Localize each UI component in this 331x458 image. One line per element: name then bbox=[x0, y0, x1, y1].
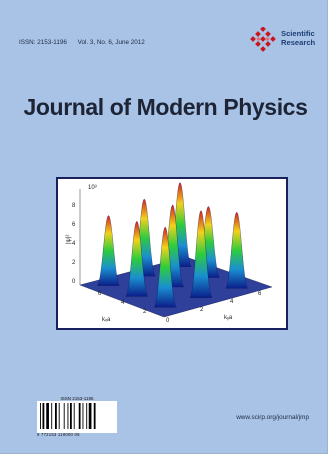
barcode-bar bbox=[55, 403, 57, 429]
scientific-research-logo-icon bbox=[250, 27, 276, 52]
x-tick-0: 6 bbox=[98, 291, 102, 297]
surface-peak bbox=[153, 227, 177, 308]
barcode-bar bbox=[73, 403, 75, 429]
issn-volume-line: ISSN: 2153-1196 Vol. 3, No. 6, June 2012 bbox=[19, 39, 154, 46]
z-tick-3: 2 bbox=[72, 260, 76, 266]
cover-figure: 10³ |ψ|² 8 6 4 2 0 6 4 2 0 2 4 6 kₓa kᵧa bbox=[56, 177, 288, 330]
y-axis-label: kᵧa bbox=[224, 315, 233, 321]
journal-title: Journal of Modern Physics bbox=[23, 94, 308, 120]
barcode-bar bbox=[78, 403, 81, 429]
z-tick-4: 0 bbox=[72, 279, 76, 285]
publisher-logo: Scientific Research bbox=[248, 24, 328, 58]
surface-peak bbox=[225, 212, 249, 289]
z-tick-0: 8 bbox=[72, 203, 76, 209]
surface-peak bbox=[97, 215, 120, 286]
surface-plot-figure: 10³ |ψ|² 8 6 4 2 0 6 4 2 0 2 4 6 kₓa kᵧa bbox=[66, 182, 273, 324]
x-tick-1: 4 bbox=[121, 300, 125, 306]
x-axis-label: kₓa bbox=[102, 317, 111, 323]
barcode-digits: 9 772153 119000 06 bbox=[37, 432, 80, 437]
z-axis-label: |ψ|² bbox=[66, 235, 72, 244]
surface-peak bbox=[125, 221, 149, 297]
x-tick-2: 2 bbox=[143, 309, 147, 315]
z-scale-label: 10³ bbox=[88, 185, 97, 191]
z-tick-1: 6 bbox=[72, 222, 76, 228]
barcode-bar bbox=[93, 403, 96, 429]
barcode-bar bbox=[58, 403, 60, 429]
y-tick-2: 6 bbox=[258, 291, 262, 297]
barcode-bar bbox=[42, 403, 45, 429]
y-tick-0: 2 bbox=[200, 307, 204, 313]
barcode: ISSN 2153-1196 9 772153 119000 06 bbox=[37, 396, 117, 438]
journal-website: www.scirp.org/journal/jmp bbox=[236, 414, 309, 421]
barcode-issn: ISSN 2153-1196 bbox=[60, 396, 94, 401]
publisher-name: Scientific Research bbox=[281, 29, 315, 47]
barcode-bar bbox=[46, 403, 49, 429]
surface-peaks bbox=[97, 182, 249, 308]
issn-text: ISSN: 2153-1196 bbox=[19, 39, 67, 46]
barcode-bar bbox=[70, 403, 72, 429]
barcode-bar bbox=[63, 403, 65, 429]
barcode-bar bbox=[51, 403, 53, 429]
barcode-bar bbox=[67, 403, 69, 429]
barcode-bar bbox=[82, 403, 84, 429]
x-tick-3: 0 bbox=[166, 318, 170, 324]
z-tick-2: 4 bbox=[72, 241, 76, 247]
volume-text: Vol. 3, No. 6, June 2012 bbox=[77, 39, 145, 46]
barcode-bar bbox=[86, 403, 88, 429]
barcode-bar bbox=[88, 403, 92, 429]
y-tick-1: 4 bbox=[230, 299, 234, 305]
barcode-bar bbox=[40, 403, 41, 429]
publisher-name-line2: Research bbox=[281, 38, 316, 47]
barcode-bars-icon bbox=[37, 401, 117, 433]
publisher-name-line1: Scientific bbox=[281, 29, 315, 38]
surface-peak bbox=[189, 210, 213, 298]
